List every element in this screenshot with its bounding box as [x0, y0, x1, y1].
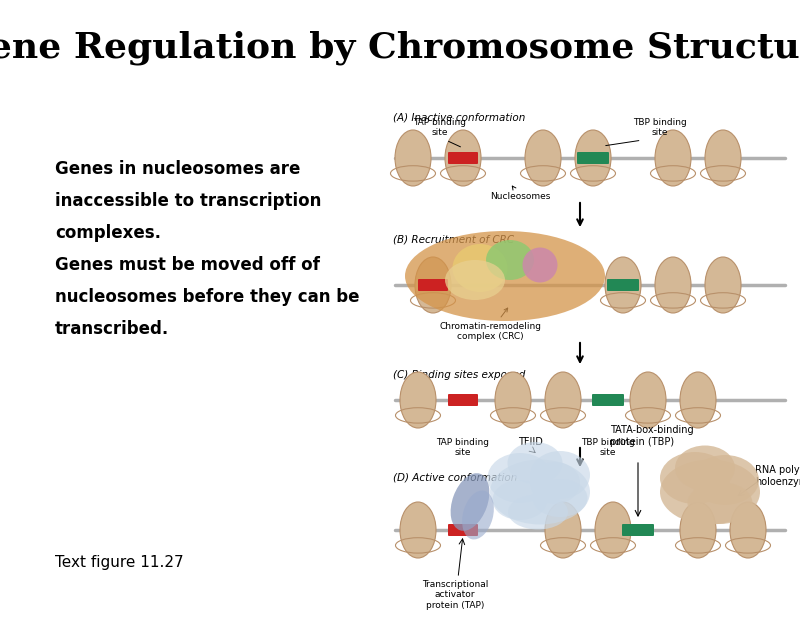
- Ellipse shape: [705, 257, 741, 313]
- Ellipse shape: [705, 130, 741, 186]
- Text: Nucleosomes: Nucleosomes: [490, 186, 550, 201]
- Ellipse shape: [507, 442, 562, 484]
- Ellipse shape: [660, 460, 760, 525]
- Ellipse shape: [493, 480, 547, 520]
- Text: TBP binding
site: TBP binding site: [581, 438, 635, 457]
- Text: TAP binding
site: TAP binding site: [437, 438, 490, 457]
- Ellipse shape: [508, 494, 568, 530]
- Ellipse shape: [522, 247, 558, 282]
- Text: Transcriptional
activator
protein (TAP): Transcriptional activator protein (TAP): [422, 580, 488, 610]
- Text: (A) Inactive conformation: (A) Inactive conformation: [393, 112, 526, 122]
- Text: Text figure 11.27: Text figure 11.27: [55, 555, 184, 570]
- FancyBboxPatch shape: [577, 152, 609, 164]
- Text: (B) Recruitment of CRC: (B) Recruitment of CRC: [393, 234, 514, 244]
- Ellipse shape: [730, 502, 766, 558]
- Ellipse shape: [655, 130, 691, 186]
- Ellipse shape: [490, 460, 590, 525]
- Text: transcribed.: transcribed.: [55, 320, 170, 338]
- Ellipse shape: [575, 130, 611, 186]
- Ellipse shape: [595, 502, 631, 558]
- Ellipse shape: [655, 257, 691, 313]
- Ellipse shape: [525, 130, 561, 186]
- Ellipse shape: [486, 240, 534, 280]
- Ellipse shape: [530, 451, 590, 499]
- Ellipse shape: [487, 453, 553, 503]
- Text: Genes must be moved off of: Genes must be moved off of: [55, 256, 320, 274]
- Text: TBP binding
site: TBP binding site: [606, 118, 687, 146]
- Ellipse shape: [545, 502, 581, 558]
- FancyBboxPatch shape: [418, 279, 448, 291]
- Ellipse shape: [691, 455, 759, 505]
- FancyBboxPatch shape: [607, 279, 639, 291]
- Text: TAP binding
site: TAP binding site: [414, 118, 466, 147]
- Ellipse shape: [395, 130, 431, 186]
- FancyBboxPatch shape: [592, 394, 624, 406]
- Ellipse shape: [687, 482, 753, 524]
- Text: (C) Binding sites exposed: (C) Binding sites exposed: [393, 370, 526, 380]
- Ellipse shape: [445, 130, 481, 186]
- Text: Chromatin-remodeling
complex (CRC): Chromatin-remodeling complex (CRC): [439, 308, 541, 341]
- Text: RNA polymerase
holoenzyme: RNA polymerase holoenzyme: [755, 465, 800, 486]
- Text: (D) Active conformation: (D) Active conformation: [393, 473, 518, 483]
- Ellipse shape: [415, 257, 451, 313]
- Ellipse shape: [400, 502, 436, 558]
- Ellipse shape: [405, 231, 605, 321]
- Ellipse shape: [445, 260, 505, 300]
- Text: complexes.: complexes.: [55, 224, 161, 242]
- Text: TATA-box-binding
protein (TBP): TATA-box-binding protein (TBP): [610, 425, 694, 447]
- Text: Genes in nucleosomes are: Genes in nucleosomes are: [55, 160, 300, 178]
- Ellipse shape: [530, 462, 580, 504]
- Ellipse shape: [400, 372, 436, 428]
- Ellipse shape: [462, 491, 494, 540]
- Ellipse shape: [545, 372, 581, 428]
- FancyBboxPatch shape: [448, 152, 478, 164]
- Ellipse shape: [680, 372, 716, 428]
- Ellipse shape: [495, 372, 531, 428]
- FancyBboxPatch shape: [622, 524, 654, 536]
- Text: Gene Regulation by Chromosome Structure: Gene Regulation by Chromosome Structure: [0, 31, 800, 66]
- Text: TFIID: TFIID: [518, 437, 542, 447]
- Ellipse shape: [450, 473, 490, 531]
- Ellipse shape: [675, 446, 735, 491]
- Ellipse shape: [630, 372, 666, 428]
- Ellipse shape: [605, 257, 641, 313]
- Ellipse shape: [533, 479, 587, 517]
- FancyBboxPatch shape: [448, 394, 478, 406]
- Ellipse shape: [680, 502, 716, 558]
- Text: inaccessible to transcription: inaccessible to transcription: [55, 192, 322, 210]
- Text: nucleosomes before they can be: nucleosomes before they can be: [55, 288, 359, 306]
- Ellipse shape: [453, 244, 507, 292]
- FancyBboxPatch shape: [448, 524, 478, 536]
- Ellipse shape: [660, 452, 730, 504]
